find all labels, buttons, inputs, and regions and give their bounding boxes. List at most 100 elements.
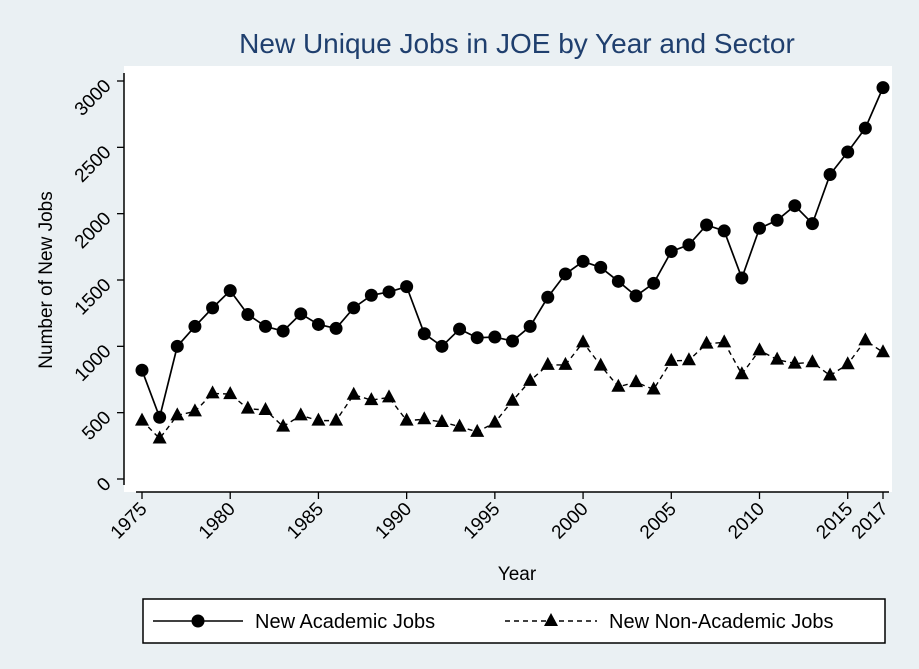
data-point: [664, 352, 679, 366]
data-point: [153, 410, 167, 424]
data-point: [735, 271, 749, 285]
data-point: [770, 351, 785, 365]
data-point: [558, 356, 573, 370]
y-axis-label: Number of New Jobs: [36, 191, 57, 368]
data-point: [311, 412, 326, 426]
data-point: [223, 284, 237, 298]
data-point: [770, 213, 784, 227]
data-point: [488, 330, 502, 344]
data-point: [576, 334, 591, 348]
data-point: [523, 319, 537, 333]
data-point: [699, 335, 714, 349]
data-point: [311, 317, 325, 331]
data-point: [382, 285, 396, 299]
data-point: [470, 423, 485, 437]
data-point: [858, 121, 872, 135]
data-point: [593, 357, 608, 371]
data-point: [682, 238, 696, 252]
data-point: [453, 322, 467, 336]
data-point: [876, 81, 890, 95]
data-point: [417, 327, 431, 341]
data-point: [470, 331, 484, 345]
data-point: [487, 414, 502, 428]
data-point: [329, 321, 343, 335]
series-1: [135, 81, 890, 424]
legend-academic-marker: [191, 614, 205, 628]
data-point: [734, 366, 749, 380]
data-point: [452, 418, 467, 432]
data-point: [364, 392, 379, 406]
data-point: [170, 407, 185, 421]
data-point: [594, 260, 608, 274]
data-point: [135, 363, 149, 377]
x-axis-label: Year: [498, 564, 537, 585]
data-point: [840, 356, 855, 370]
data-point: [505, 392, 520, 406]
data-point: [241, 307, 255, 321]
chart-title: New Unique Jobs in JOE by Year and Secto…: [239, 28, 795, 59]
plot-area: [124, 66, 892, 492]
data-point: [841, 145, 855, 159]
data-point: [240, 400, 255, 414]
data-point: [753, 221, 766, 235]
data-point: [259, 319, 272, 333]
data-point: [434, 413, 449, 427]
data-point: [752, 342, 767, 356]
data-point: [293, 407, 308, 421]
data-point: [364, 288, 378, 302]
data-point: [400, 280, 414, 294]
data-point: [681, 352, 696, 366]
data-point: [876, 344, 890, 358]
data-point: [805, 217, 819, 231]
data-point: [576, 254, 590, 268]
data-point: [417, 411, 432, 425]
data-point: [506, 334, 519, 348]
data-point: [611, 378, 626, 392]
data-point: [629, 374, 643, 388]
legend: New Academic Jobs New Non-Academic Jobs: [142, 598, 886, 644]
data-point: [523, 372, 538, 386]
data-point: [347, 301, 361, 315]
data-point: [858, 332, 873, 346]
data-point: [276, 418, 291, 432]
data-point: [787, 355, 802, 369]
data-point: [399, 412, 414, 426]
data-point: [152, 430, 167, 444]
data-point: [717, 224, 731, 238]
data-point: [805, 354, 820, 368]
legend-academic-label: New Academic Jobs: [255, 611, 435, 633]
data-point: [276, 324, 290, 338]
data-point: [788, 199, 802, 213]
data-point: [435, 339, 449, 353]
data-point: [647, 276, 661, 290]
data-point: [629, 289, 643, 303]
data-point: [646, 381, 661, 395]
data-point: [206, 301, 220, 315]
data-point: [664, 244, 678, 258]
data-point: [382, 389, 396, 403]
data-point: [294, 307, 308, 321]
series-layer: [135, 81, 890, 444]
data-point: [170, 339, 184, 353]
legend-nonacademic-label: New Non-Academic Jobs: [609, 611, 834, 633]
data-point: [205, 385, 220, 399]
data-point: [188, 319, 202, 333]
data-point: [258, 402, 273, 416]
data-point: [346, 386, 361, 400]
legend-nonacademic-marker: [544, 613, 558, 626]
data-point: [717, 334, 732, 348]
data-point: [135, 412, 149, 426]
data-point: [558, 267, 572, 281]
data-point: [823, 367, 838, 381]
data-point: [540, 356, 555, 370]
data-point: [187, 403, 202, 417]
data-point: [223, 386, 238, 400]
series-2: [135, 332, 890, 444]
data-point: [541, 290, 555, 304]
data-point: [611, 274, 625, 288]
data-point: [700, 218, 714, 232]
data-point: [329, 412, 344, 426]
data-point: [823, 168, 837, 182]
